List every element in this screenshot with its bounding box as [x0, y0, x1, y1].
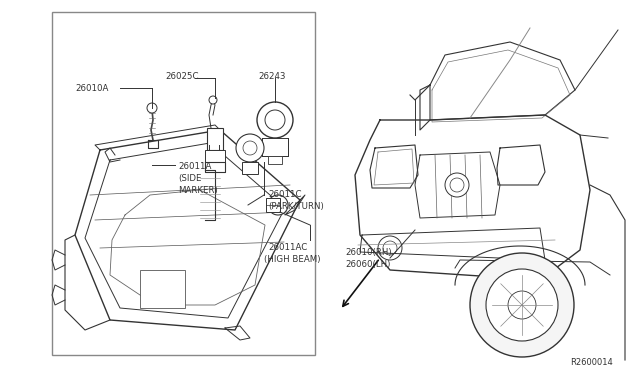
Bar	[205, 150, 225, 162]
Circle shape	[470, 253, 574, 357]
Circle shape	[450, 178, 464, 192]
Circle shape	[378, 236, 402, 260]
Bar	[140, 270, 185, 308]
Circle shape	[147, 103, 157, 113]
Text: (SIDE: (SIDE	[178, 174, 202, 183]
Text: 26243: 26243	[258, 72, 285, 81]
Circle shape	[486, 269, 558, 341]
Circle shape	[268, 195, 288, 215]
Text: 26010(RH): 26010(RH)	[345, 248, 392, 257]
Text: (HIGH BEAM): (HIGH BEAM)	[264, 255, 321, 264]
Text: 26010A: 26010A	[75, 84, 108, 93]
Text: 26011C: 26011C	[268, 190, 301, 199]
Bar	[52, 12, 315, 355]
Circle shape	[236, 134, 264, 162]
Bar	[266, 198, 280, 212]
Circle shape	[445, 173, 469, 197]
Bar	[242, 162, 258, 174]
Circle shape	[209, 96, 217, 104]
Text: 26011AC: 26011AC	[268, 243, 307, 252]
Text: 26025C: 26025C	[165, 72, 198, 81]
Text: R2600014: R2600014	[570, 358, 612, 367]
Circle shape	[383, 241, 397, 255]
Bar	[268, 156, 282, 164]
Text: 26060(LH): 26060(LH)	[345, 260, 390, 269]
Text: MARKER): MARKER)	[178, 186, 218, 195]
Bar	[207, 128, 223, 150]
Circle shape	[243, 141, 257, 155]
Circle shape	[508, 291, 536, 319]
Text: (PARK/TURN): (PARK/TURN)	[268, 202, 324, 211]
Bar	[262, 138, 288, 156]
Circle shape	[265, 110, 285, 130]
Text: 26011A: 26011A	[178, 162, 211, 171]
Circle shape	[257, 102, 293, 138]
